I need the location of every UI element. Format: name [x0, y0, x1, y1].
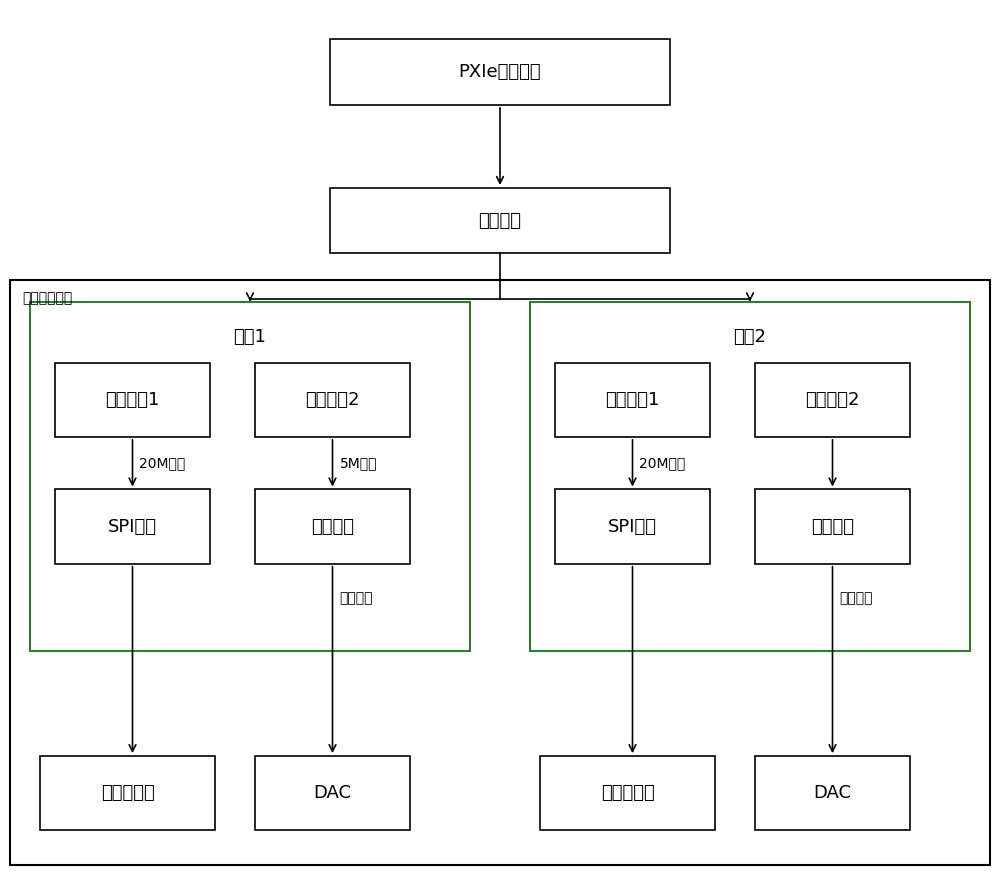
Bar: [555, 489, 710, 564]
Text: 时钟分频1: 时钟分频1: [605, 391, 660, 409]
Text: 5M时钟: 5M时钟: [340, 456, 377, 470]
Bar: [255, 489, 410, 564]
Text: 时钟分频2: 时钟分频2: [805, 391, 860, 409]
Bar: [330, 39, 670, 105]
Bar: [555, 363, 710, 437]
Bar: [10, 280, 990, 865]
Text: 通道2: 通道2: [734, 328, 767, 346]
Text: SPI接口: SPI接口: [108, 517, 157, 536]
Bar: [255, 756, 410, 830]
Bar: [40, 756, 215, 830]
Text: 通道1: 通道1: [234, 328, 266, 346]
Bar: [755, 756, 910, 830]
Bar: [330, 188, 670, 253]
Text: 程控放大器: 程控放大器: [101, 784, 154, 802]
Text: 波形生成模块: 波形生成模块: [22, 291, 72, 305]
Bar: [55, 363, 210, 437]
Bar: [255, 363, 410, 437]
Bar: [55, 489, 210, 564]
Text: PXIe通信模块: PXIe通信模块: [459, 63, 541, 81]
Text: 波形产生: 波形产生: [811, 517, 854, 536]
Bar: [540, 756, 715, 830]
Text: DAC: DAC: [314, 784, 352, 802]
Bar: [755, 489, 910, 564]
Text: 20M时钟: 20M时钟: [140, 456, 186, 470]
Bar: [530, 302, 970, 651]
Text: 时钟分频2: 时钟分频2: [305, 391, 360, 409]
Text: DAC: DAC: [814, 784, 852, 802]
Text: SPI接口: SPI接口: [608, 517, 657, 536]
Text: 波形输出: 波形输出: [340, 592, 373, 606]
Bar: [755, 363, 910, 437]
Text: 时钟分频1: 时钟分频1: [105, 391, 160, 409]
Text: 波形输出: 波形输出: [840, 592, 873, 606]
Bar: [30, 302, 470, 651]
Text: 程控放大器: 程控放大器: [601, 784, 654, 802]
Text: 命令解析: 命令解析: [479, 212, 522, 230]
Text: 波形产生: 波形产生: [311, 517, 354, 536]
Text: 20M时钟: 20M时钟: [640, 456, 686, 470]
